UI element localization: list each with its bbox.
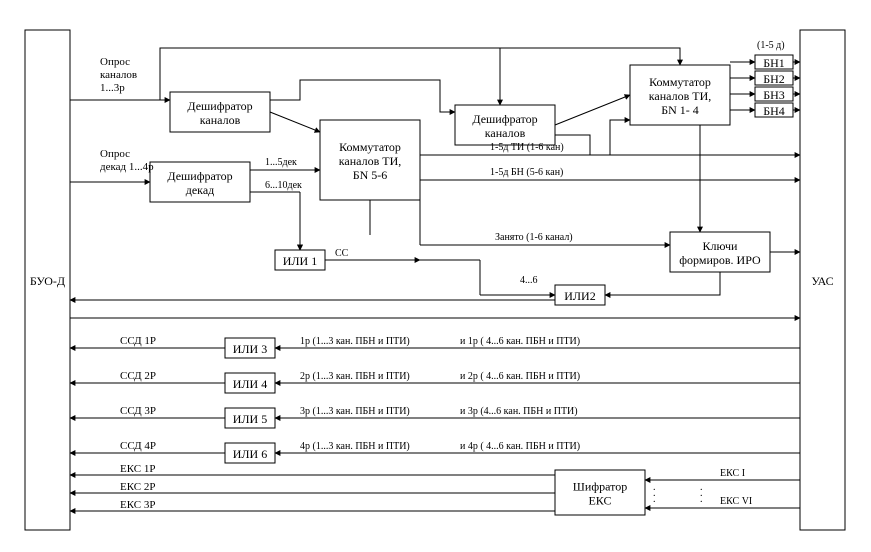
node-label-ili5: ИЛИ 5 — [233, 412, 267, 426]
label-ra-2: 3р (1...3 кан. ПБН и ПТИ) — [300, 406, 410, 417]
label-ССД 3Р: ССД 3Р — [120, 405, 156, 417]
label-rb-2: и 3р (4...6 кан. ПБН и ПТИ) — [460, 406, 578, 417]
label-cc: CC — [335, 248, 349, 259]
label-15dek: 1...5дек — [265, 157, 297, 168]
label-15d-bn: 1-5д БН (5-6 кан) — [490, 167, 563, 178]
label-eksI: ЕКС I — [720, 468, 745, 479]
block-diagram: БУО-ДУАСДешифраторканаловДешифратордекад… — [0, 0, 871, 552]
label: . — [653, 494, 656, 505]
edge-deshkan-komm56 — [270, 112, 320, 132]
edge-keys-ili2 — [605, 272, 720, 295]
node-label-ili2: ИЛИ2 — [564, 289, 595, 303]
label-opros-dek: Опросдекад 1...4р — [100, 148, 154, 173]
label-zanyato: Занято (1-6 канал) — [495, 232, 573, 243]
node-label-ili1: ИЛИ 1 — [283, 254, 317, 268]
node-label-bn2: БН2 — [763, 72, 785, 86]
label-rb-3: и 4р ( 4...6 кан. ПБН и ПТИ) — [460, 441, 580, 452]
node-label-ili6: ИЛИ 6 — [233, 447, 267, 461]
label: . — [700, 494, 703, 505]
label-opros-kan: Опросканалов1...3р — [100, 56, 137, 94]
label-ra-1: 2р (1...3 кан. ПБН и ПТИ) — [300, 371, 410, 382]
node-label-buod: БУО-Д — [30, 274, 65, 288]
label-46: 4...6 — [520, 275, 538, 286]
label-ССД 4Р: ССД 4Р — [120, 440, 156, 452]
label-ССД 1Р: ССД 1Р — [120, 335, 156, 347]
edge-deshkan-deshkan2 — [270, 80, 455, 112]
node-label-ili3: ИЛИ 3 — [233, 342, 267, 356]
label-15d-ti: 1-5д ТИ (1-6 кан) — [490, 142, 564, 153]
label-rb-1: и 2р ( 4...6 кан. ПБН и ПТИ) — [460, 371, 580, 382]
label-ra-3: 4р (1...3 кан. ПБН и ПТИ) — [300, 441, 410, 452]
node-label-bn1: БН1 — [763, 56, 785, 70]
label-ЕКС 3Р: ЕКС 3Р — [120, 499, 156, 511]
node-label-bn3: БН3 — [763, 88, 785, 102]
label-15d: (1-5 д) — [757, 40, 785, 51]
label-ra-0: 1р (1...3 кан. ПБН и ПТИ) — [300, 336, 410, 347]
edge-ti-komm14 — [610, 120, 630, 155]
node-label-ili4: ИЛИ 4 — [233, 377, 267, 391]
label-ЕКС 2Р: ЕКС 2Р — [120, 481, 156, 493]
label-rb-0: и 1р ( 4...6 кан. ПБН и ПТИ) — [460, 336, 580, 347]
node-label-uas: УАС — [811, 274, 833, 288]
label-ЕКС 1Р: ЕКС 1Р — [120, 463, 156, 475]
node-label-bn4: БН4 — [763, 104, 785, 118]
label-eksVI: ЕКС VI — [720, 496, 752, 507]
label-610dek: 6...10дек — [265, 180, 302, 191]
label-ССД 2Р: ССД 2Р — [120, 370, 156, 382]
